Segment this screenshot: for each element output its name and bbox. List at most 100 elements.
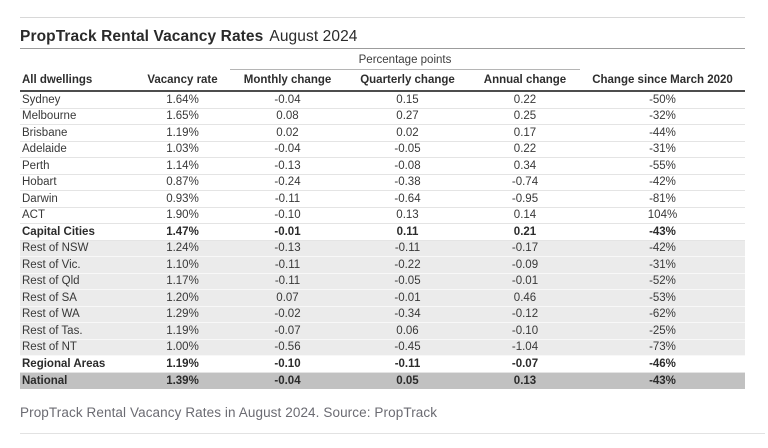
annual-change-cell: 0.14 [513, 209, 537, 222]
column-header-all-dwellings: All dwellings [22, 74, 93, 86]
table-row: Brisbane 1.19% 0.02 0.02 0.17 -44% [20, 125, 745, 142]
since-march-2020-cell: -55% [649, 159, 676, 172]
since-march-2020-cell: -43% [649, 374, 676, 387]
quarterly-change-cell: -0.11 [394, 242, 421, 255]
quarterly-change-cell: -0.45 [394, 341, 421, 354]
table-row: Regional Areas 1.19% -0.10 -0.11 -0.07 -… [20, 356, 745, 373]
vacancy-rate-cell: 1.17% [166, 275, 199, 288]
row-label: Rest of NT [22, 341, 77, 354]
since-march-2020-cell: -81% [649, 192, 676, 205]
monthly-change-cell: 0.07 [276, 291, 299, 304]
monthly-change-cell: -0.11 [274, 275, 301, 288]
row-label: Rest of SA [22, 291, 77, 304]
since-march-2020-cell: -73% [649, 341, 676, 354]
vacancy-rate-cell: 1.90% [166, 209, 199, 222]
table-row: Rest of Qld 1.17% -0.11 -0.05 -0.01 -52% [20, 273, 745, 290]
table-row: Rest of WA 1.29% -0.02 -0.34 -0.12 -62% [20, 306, 745, 323]
table-row: Adelaide 1.03% -0.04 -0.05 0.22 -31% [20, 141, 745, 158]
since-march-2020-cell: -44% [649, 126, 676, 139]
row-label: Melbourne [22, 110, 77, 123]
vacancy-rate-cell: 1.39% [166, 374, 199, 387]
quarterly-change-cell: -0.11 [394, 357, 421, 370]
annual-change-cell: -0.17 [511, 242, 539, 255]
column-header-monthly-change: Monthly change [243, 74, 332, 86]
since-march-2020-cell: -50% [649, 93, 676, 106]
quarterly-change-cell: -0.22 [394, 258, 421, 271]
row-label: Sydney [22, 93, 61, 106]
table-row: Perth 1.14% -0.13 -0.08 0.34 -55% [20, 158, 745, 175]
annual-change-cell: 0.22 [513, 143, 537, 156]
monthly-change-cell: -0.11 [274, 258, 301, 271]
table-row: National 1.39% -0.04 0.05 0.13 -43% [20, 372, 745, 389]
vacancy-rate-cell: 1.14% [166, 159, 199, 172]
quarterly-change-cell: -0.64 [394, 192, 421, 205]
monthly-change-cell: -0.01 [274, 225, 301, 238]
since-march-2020-cell: -31% [649, 258, 676, 271]
row-label: Perth [22, 159, 50, 172]
quarterly-change-cell: -0.05 [394, 143, 421, 156]
table-row: Rest of Tas. 1.19% -0.07 0.06 -0.10 -25% [20, 323, 745, 340]
row-label: Rest of NSW [22, 242, 89, 255]
row-label: Rest of Vic. [22, 258, 81, 271]
monthly-change-cell: -0.13 [274, 159, 301, 172]
group-header-row: Percentage points [20, 49, 745, 70]
monthly-change-cell: -0.04 [274, 374, 301, 387]
annual-change-cell: -0.09 [511, 258, 539, 271]
annual-change-cell: -0.07 [511, 357, 539, 370]
vacancy-rate-cell: 1.64% [166, 93, 199, 106]
table-title-name: PropTrack Rental Vacancy Rates [20, 28, 264, 45]
annual-change-cell: 0.21 [513, 225, 537, 238]
row-label: Rest of Tas. [22, 324, 83, 337]
since-march-2020-cell: -25% [649, 324, 676, 337]
table-figure: PropTrack Rental Vacancy Rates August 20… [20, 17, 745, 420]
quarterly-change-cell: 0.15 [396, 93, 419, 106]
table-row: ACT 1.90% -0.10 0.13 0.14 104% [20, 207, 745, 224]
annual-change-cell: 0.34 [513, 159, 537, 172]
vacancy-rate-cell: 0.93% [166, 192, 199, 205]
annual-change-cell: -0.10 [511, 324, 539, 337]
figure-caption: PropTrack Rental Vacancy Rates in August… [20, 405, 438, 420]
vacancy-rate-cell: 1.00% [166, 341, 199, 354]
vacancy-rate-cell: 1.19% [166, 126, 199, 139]
since-march-2020-cell: -62% [649, 308, 676, 321]
annual-change-cell: 0.25 [513, 110, 537, 123]
monthly-change-cell: -0.24 [274, 176, 301, 189]
since-march-2020-cell: -42% [649, 176, 676, 189]
vacancy-rate-cell: 1.19% [166, 357, 199, 370]
table-row: Rest of NT 1.00% -0.56 -0.45 -1.04 -73% [20, 339, 745, 356]
vacancy-rate-cell: 1.03% [166, 143, 199, 156]
column-header-vacancy-rate: Vacancy rate [147, 74, 218, 86]
annual-change-cell: -0.01 [511, 275, 539, 288]
since-march-2020-cell: -53% [649, 291, 676, 304]
column-header-row: All dwellings Vacancy rate Monthly chang… [20, 70, 745, 92]
quarterly-change-cell: 0.06 [396, 324, 419, 337]
since-march-2020-cell: -31% [649, 143, 676, 156]
monthly-change-cell: -0.10 [274, 209, 301, 222]
quarterly-change-cell: -0.05 [394, 275, 421, 288]
quarterly-change-cell: -0.34 [394, 308, 421, 321]
monthly-change-cell: -0.13 [274, 242, 301, 255]
vacancy-rate-cell: 1.29% [166, 308, 199, 321]
since-march-2020-cell: -46% [649, 357, 676, 370]
monthly-change-cell: -0.07 [274, 324, 301, 337]
annual-change-cell: 0.22 [513, 93, 537, 106]
table-row: Capital Cities 1.47% -0.01 0.11 0.21 -43… [20, 224, 745, 241]
row-label: National [22, 374, 68, 387]
table-row: Sydney 1.64% -0.04 0.15 0.22 -50% [20, 92, 745, 109]
vacancy-rate-cell: 1.24% [166, 242, 199, 255]
table-body: Sydney 1.64% -0.04 0.15 0.22 -50% Melbou… [20, 92, 745, 389]
annual-change-cell: 0.13 [513, 374, 537, 387]
table-title-date: August 2024 [269, 28, 358, 45]
monthly-change-cell: -0.56 [274, 341, 301, 354]
vacancy-rate-cell: 1.47% [166, 225, 199, 238]
annual-change-cell: -0.12 [511, 308, 539, 321]
vacancy-rate-cell: 0.87% [166, 176, 199, 189]
table-row: Darwin 0.93% -0.11 -0.64 -0.95 -81% [20, 191, 745, 208]
since-march-2020-cell: -43% [649, 225, 676, 238]
annual-change-cell: 0.17 [513, 126, 537, 139]
column-header-annual-change: Annual change [483, 74, 567, 86]
annual-change-cell: -0.74 [511, 176, 539, 189]
column-header-change-since-march-2020: Change since March 2020 [592, 74, 733, 86]
column-header-quarterly-change: Quarterly change [360, 74, 455, 86]
row-label: Rest of Qld [22, 275, 80, 288]
